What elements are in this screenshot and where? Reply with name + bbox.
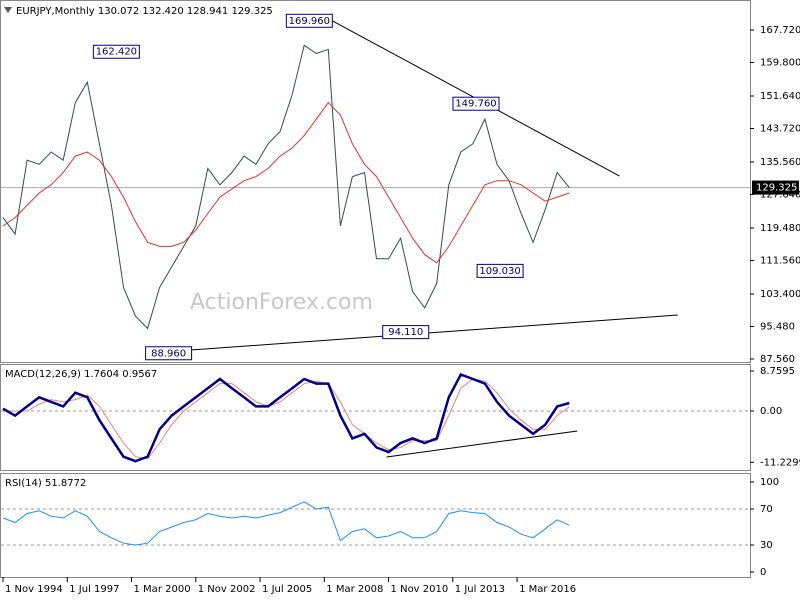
macd-panel [0, 364, 751, 471]
price-label: 169.960 [289, 16, 330, 27]
last-price-box [752, 180, 799, 195]
y-tick-label: 100 [760, 477, 779, 488]
price-label-box [382, 325, 430, 340]
y-tick-label: 70 [760, 504, 773, 515]
panel-title: MACD(12,26,9) 1.7604 0.9567 [5, 369, 157, 380]
x-tick-label: 1 Nov 1994 [5, 584, 63, 595]
price-label: 94.110 [388, 327, 423, 338]
trendline [386, 430, 578, 458]
y-tick-label: 119.480 [760, 223, 800, 234]
x-tick-label: 1 Jul 2013 [455, 584, 505, 595]
price-panel [0, 0, 751, 363]
series-line [3, 378, 570, 460]
y-tick-label: 0 [760, 567, 766, 578]
series-line [2, 44, 570, 330]
price-label-box [452, 96, 500, 111]
y-tick-label: 167.720 [760, 25, 800, 36]
y-tick-label: 87.560 [760, 354, 795, 365]
x-tick-label: 1 Mar 2000 [134, 584, 191, 595]
y-tick-label: 143.720 [760, 123, 800, 134]
y-tick-label: -11.2299 [760, 457, 800, 468]
y-tick-label: 0.00 [760, 406, 782, 417]
y-tick-label: 30 [760, 540, 773, 551]
series-line [2, 101, 570, 264]
y-tick-label: 135.560 [760, 157, 800, 168]
price-label-box [92, 44, 140, 59]
x-tick-label: 1 Nov 2010 [391, 584, 449, 595]
y-tick-label: 8.7595 [760, 366, 795, 377]
x-tick-label: 1 Jul 1997 [69, 584, 119, 595]
price-label: 162.420 [96, 47, 137, 58]
price-label-box [145, 346, 193, 361]
y-tick-label: 111.560 [760, 255, 800, 266]
watermark: ActionForex.com [190, 290, 373, 315]
y-tick-label: 127.640 [760, 189, 800, 200]
x-tick-label: 1 Mar 2016 [519, 584, 576, 595]
price-label-box [476, 263, 524, 278]
y-tick-label: 159.800 [760, 57, 800, 68]
price-label: 109.030 [479, 266, 520, 277]
y-tick-label: 95.480 [760, 321, 795, 332]
price-label: 88.960 [151, 348, 186, 359]
panel-title: EURJPY,Monthly 130.072 132.420 128.941 1… [16, 6, 273, 17]
price-label: 149.760 [455, 99, 496, 110]
symbol-icon [4, 7, 12, 13]
x-tick-label: 1 Mar 2008 [326, 584, 383, 595]
price-label-box [285, 13, 333, 28]
y-tick-label: 103.400 [760, 289, 800, 300]
last-price-label: 129.325 [756, 183, 797, 194]
rsi-panel [0, 473, 751, 578]
panel-title: RSI(14) 51.8772 [5, 478, 86, 489]
series-line [2, 501, 570, 546]
x-tick-label: 1 Nov 2002 [198, 584, 256, 595]
y-tick-label: 151.640 [760, 91, 800, 102]
series-line [2, 372, 570, 463]
x-tick-label: 1 Jul 2005 [262, 584, 312, 595]
